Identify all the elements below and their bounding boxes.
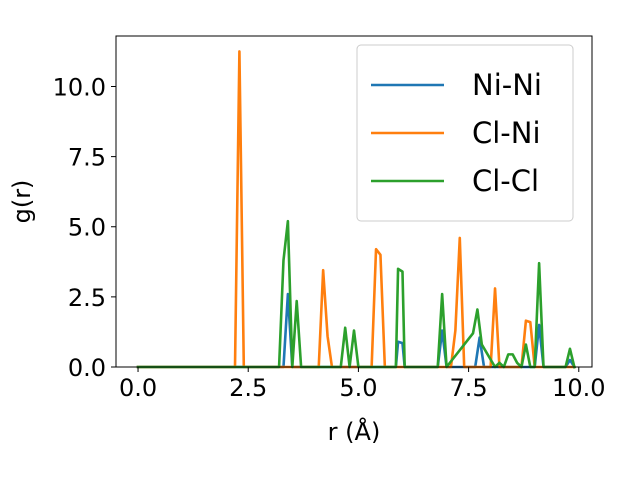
x-tick-label: 5.0 — [339, 374, 377, 402]
y-tick-label: 2.5 — [68, 284, 106, 312]
y-tick-label: 0.0 — [68, 354, 106, 382]
y-tick-label: 7.5 — [68, 144, 106, 172]
x-tick-label: 10.0 — [552, 374, 605, 402]
y-axis-label: g(r) — [8, 180, 36, 224]
y-tick-label: 10.0 — [53, 73, 106, 101]
legend-label-ni-ni: Ni-Ni — [472, 68, 542, 102]
axes-frame — [115, 35, 593, 368]
legend-box — [356, 44, 574, 222]
x-axis-label: r (Å) — [328, 417, 381, 446]
legend-label-cl-ni: Cl-Ni — [472, 116, 541, 150]
x-tick-label: 7.5 — [450, 374, 488, 402]
axes-layer: 0.0 2.5 5.0 7.5 10.0 0.0 2.5 5.0 7.5 10.0 — [53, 35, 605, 402]
x-tick-label: 0.0 — [119, 374, 157, 402]
legend-label-cl-cl: Cl-Cl — [472, 164, 539, 198]
legend: Ni-Ni Cl-Ni Cl-Cl — [356, 44, 574, 222]
y-tick-label: 5.0 — [68, 214, 106, 242]
x-tick-label: 2.5 — [229, 374, 267, 402]
